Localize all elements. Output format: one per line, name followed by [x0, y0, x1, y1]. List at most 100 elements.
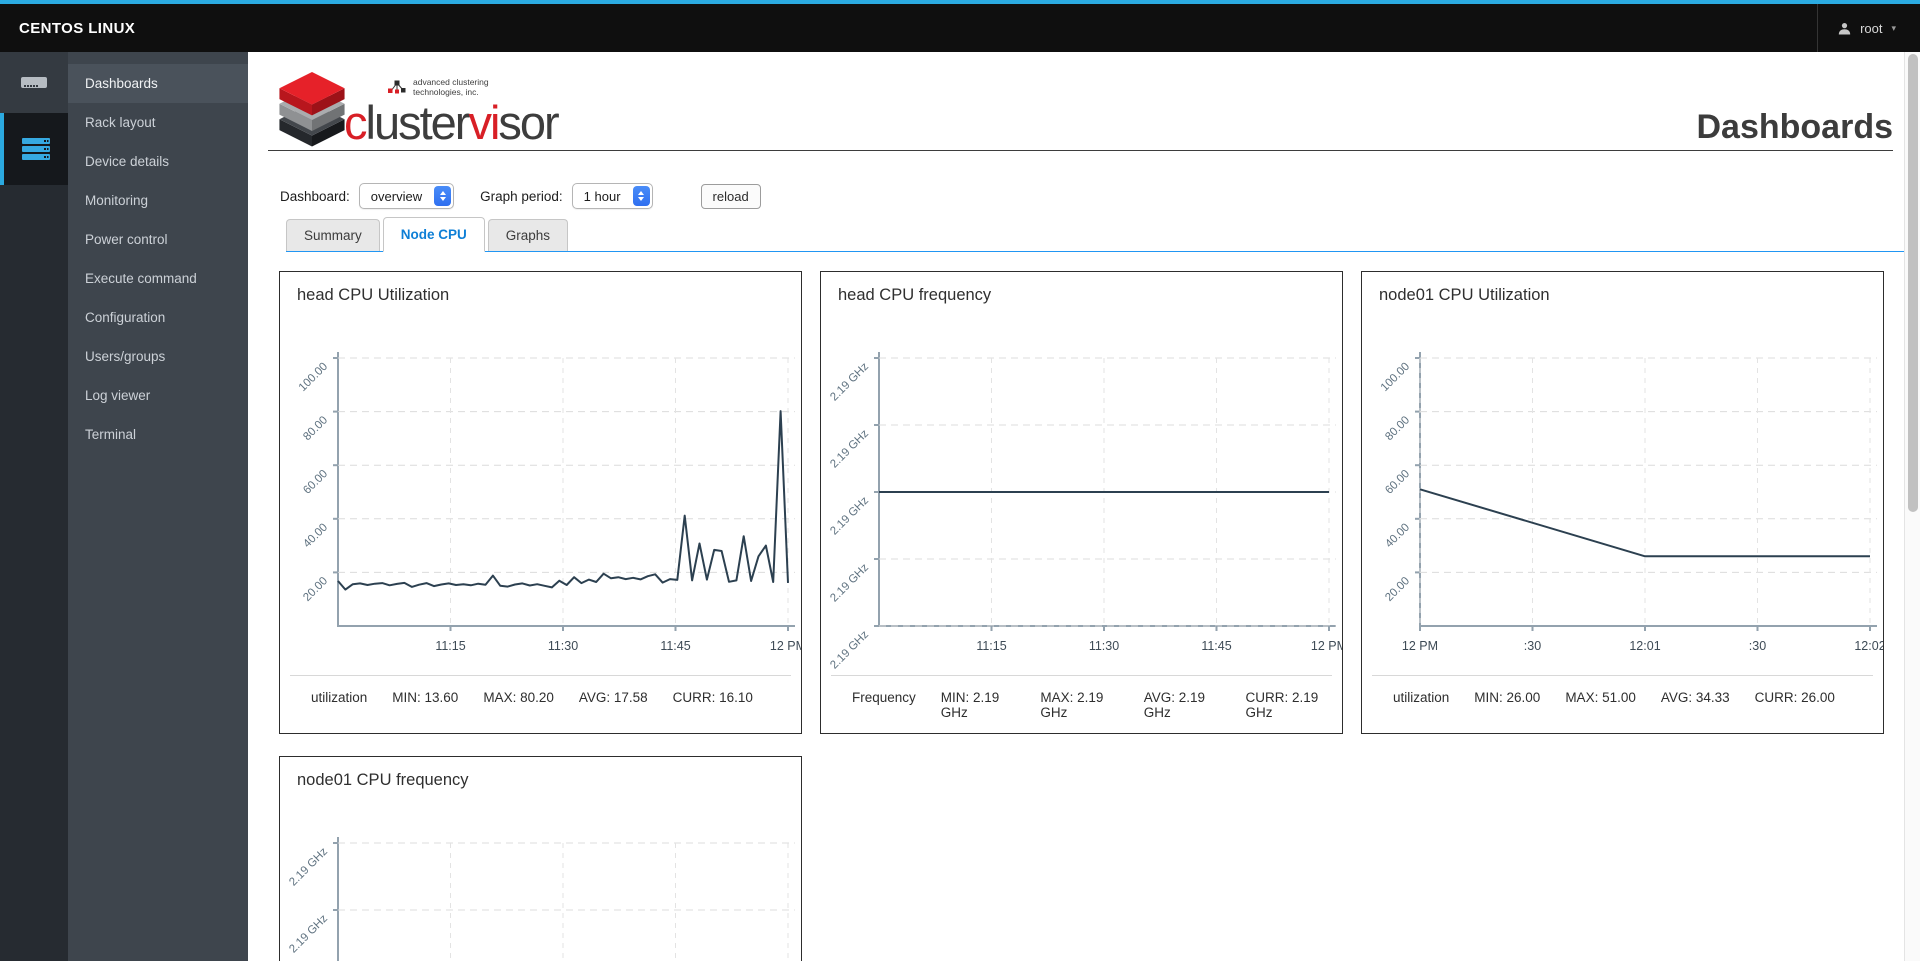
tab-summary[interactable]: Summary — [286, 219, 380, 251]
sidebar-menu-list: Dashboards Rack layout Device details Monit… — [68, 64, 248, 454]
chart-stat: MAX: 51.00 — [1565, 690, 1636, 705]
sidebar-item-label: Device details — [85, 154, 170, 169]
sidebar-icon-rail — [0, 52, 68, 961]
user-menu[interactable]: root ▾ — [1817, 4, 1920, 52]
sidebar-item-users-groups[interactable]: Users/groups — [68, 337, 248, 376]
reload-button[interactable]: reload — [700, 183, 761, 209]
svg-text:2.19 GHz: 2.19 GHz — [828, 427, 871, 470]
sidebar-item-monitoring[interactable]: Monitoring — [68, 181, 248, 220]
sidebar-item-device-details[interactable]: Device details — [68, 142, 248, 181]
period-select[interactable]: 1 hour — [571, 183, 653, 209]
sidebar-item-label: Rack layout — [85, 115, 156, 130]
top-bar: CENTOS LINUX root ▾ — [0, 4, 1920, 52]
server-drive-icon — [21, 76, 47, 88]
chart-stat: MAX: 80.20 — [483, 690, 554, 705]
sidebar-item-power-control[interactable]: Power control — [68, 220, 248, 259]
sidebar-item-rack-layout[interactable]: Rack layout — [68, 103, 248, 142]
tab-graphs[interactable]: Graphs — [487, 219, 569, 251]
svg-text:20.00: 20.00 — [301, 575, 330, 604]
svg-text:11:15: 11:15 — [976, 639, 1006, 653]
sidebar-item-label: Terminal — [85, 427, 137, 442]
svg-text:12:02: 12:02 — [1854, 639, 1884, 653]
charts-grid: head CPU Utilization 100.00 80.00 60.00 40.… — [279, 271, 1884, 961]
scrollbar-thumb[interactable] — [1908, 54, 1918, 512]
chart-plot: 100.00 80.00 60.00 40.00 20.00 11:15 11:30 11:4… — [297, 352, 801, 653]
clustervisor-logo: clustervisor advanced clustering technol… — [268, 72, 560, 149]
header-divider — [268, 150, 1893, 151]
sidebar-item-label: Power control — [85, 232, 168, 247]
svg-text:11:30: 11:30 — [548, 639, 578, 653]
brand-tagline: advanced clustering technologies, inc. — [386, 77, 489, 97]
tagline-line2: technologies, inc. — [413, 86, 479, 97]
chart-stat: CURR: 2.19 GHz — [1245, 690, 1319, 720]
tab-bar: Summary Node CPU Graphs — [286, 217, 1904, 252]
chart-stats: Frequency MIN: 2.19 GHz MAX: 2.19 GHz AVG: … — [831, 675, 1332, 720]
server-rack-icon — [22, 138, 50, 160]
dashboard-select-label: Dashboard: — [280, 188, 350, 204]
svg-text:11:45: 11:45 — [1201, 639, 1231, 653]
os-label: CENTOS LINUX — [19, 19, 136, 37]
page-title: Dashboards — [1696, 108, 1894, 146]
svg-text:12 PM: 12 PM — [1402, 639, 1438, 653]
cube-stack-icon — [279, 72, 345, 147]
user-icon — [1838, 22, 1851, 34]
chart-stat: AVG: 17.58 — [578, 690, 648, 705]
chart-plot: 100.00 80.00 60.00 40.00 20.00 12 PM:30 12:01:… — [1379, 352, 1884, 653]
sidebar-item-log-viewer[interactable]: Log viewer — [68, 376, 248, 415]
chart-title: node01 CPU frequency — [297, 771, 469, 789]
svg-text:12 PM: 12 PM — [1311, 639, 1343, 653]
svg-text:2.19 GHz: 2.19 GHz — [828, 494, 871, 537]
svg-text:2.19 GHz: 2.19 GHz — [828, 360, 871, 403]
chart-plot: 2.19 GHz 2.19 GHz 2.19 GHz 2.19 GHz 2.19 GHz… — [828, 352, 1343, 671]
chevron-down-icon: ▾ — [1891, 22, 1896, 33]
period-select-label: Graph period: — [480, 188, 563, 204]
svg-text:11:45: 11:45 — [660, 639, 690, 653]
chart-series-name: Frequency — [852, 690, 916, 705]
chart-title: head CPU frequency — [838, 286, 992, 304]
chart-stat: MIN: 2.19 GHz — [940, 690, 1000, 720]
sidebar-item-dashboards[interactable]: Dashboards — [68, 64, 248, 103]
sidebar-item-label: Dashboards — [85, 76, 158, 91]
chart-panel: head CPU frequency 2.19 GHz 2.19 GHz 2.19 … — [820, 271, 1343, 734]
dashboard-select[interactable]: overview — [358, 183, 455, 209]
top-accent-strip — [0, 0, 1920, 4]
svg-text:2.19 GHz: 2.19 GHz — [828, 561, 871, 604]
svg-text:11:30: 11:30 — [1089, 639, 1119, 653]
sidebar-item-terminal[interactable]: Terminal — [68, 415, 248, 454]
svg-text:20.00: 20.00 — [1383, 575, 1412, 604]
chart-stats: utilization MIN: 26.00 MAX: 51.00 AVG: 34.3… — [1372, 675, 1873, 705]
scrollbar[interactable] — [1904, 52, 1920, 961]
user-name: root — [1860, 20, 1883, 36]
tab-node-cpu[interactable]: Node CPU — [382, 217, 485, 252]
main-content: clustervisor advanced clustering technol… — [248, 52, 1904, 961]
chart-series-name: utilization — [1393, 690, 1450, 705]
sidebar-item-label: Configuration — [85, 310, 166, 325]
host-switcher[interactable] — [0, 52, 68, 113]
chart-stats: utilization MIN: 13.60 MAX: 80.20 AVG: 17.5… — [290, 675, 791, 705]
svg-text::30: :30 — [1524, 639, 1541, 653]
chart-stat: CURR: 26.00 — [1754, 690, 1835, 705]
svg-text:2.19 GHz: 2.19 GHz — [287, 912, 330, 955]
page-header: clustervisor advanced clustering technol… — [268, 70, 1904, 148]
brand-wordmark: clustervisor — [344, 96, 560, 149]
clustervisor-app[interactable] — [0, 113, 68, 185]
chart-panel: node01 CPU Utilization 100.00 80.00 60.00 4… — [1361, 271, 1884, 734]
dashboard-controls: Dashboard: overview Graph period: 1 hour… — [280, 183, 1904, 209]
svg-text:2.19 GHz: 2.19 GHz — [287, 845, 330, 888]
select-stepper-icon — [434, 186, 452, 206]
select-stepper-icon — [632, 186, 650, 206]
chart-title: node01 CPU Utilization — [1379, 286, 1550, 304]
chart-series-name: utilization — [311, 690, 368, 705]
chart-stat: AVG: 2.19 GHz — [1143, 690, 1205, 720]
svg-text:11:15: 11:15 — [435, 639, 465, 653]
sidebar-item-execute-command[interactable]: Execute command — [68, 259, 248, 298]
chart-stat: AVG: 34.33 — [1660, 690, 1730, 705]
sidebar-item-label: Execute command — [85, 271, 197, 286]
chart-stat: MIN: 26.00 — [1474, 690, 1541, 705]
svg-text:100.00: 100.00 — [297, 361, 330, 394]
svg-text:40.00: 40.00 — [1383, 521, 1412, 550]
svg-text:80.00: 80.00 — [301, 414, 330, 443]
sidebar-item-configuration[interactable]: Configuration — [68, 298, 248, 337]
chart-stat: CURR: 16.10 — [672, 690, 753, 705]
